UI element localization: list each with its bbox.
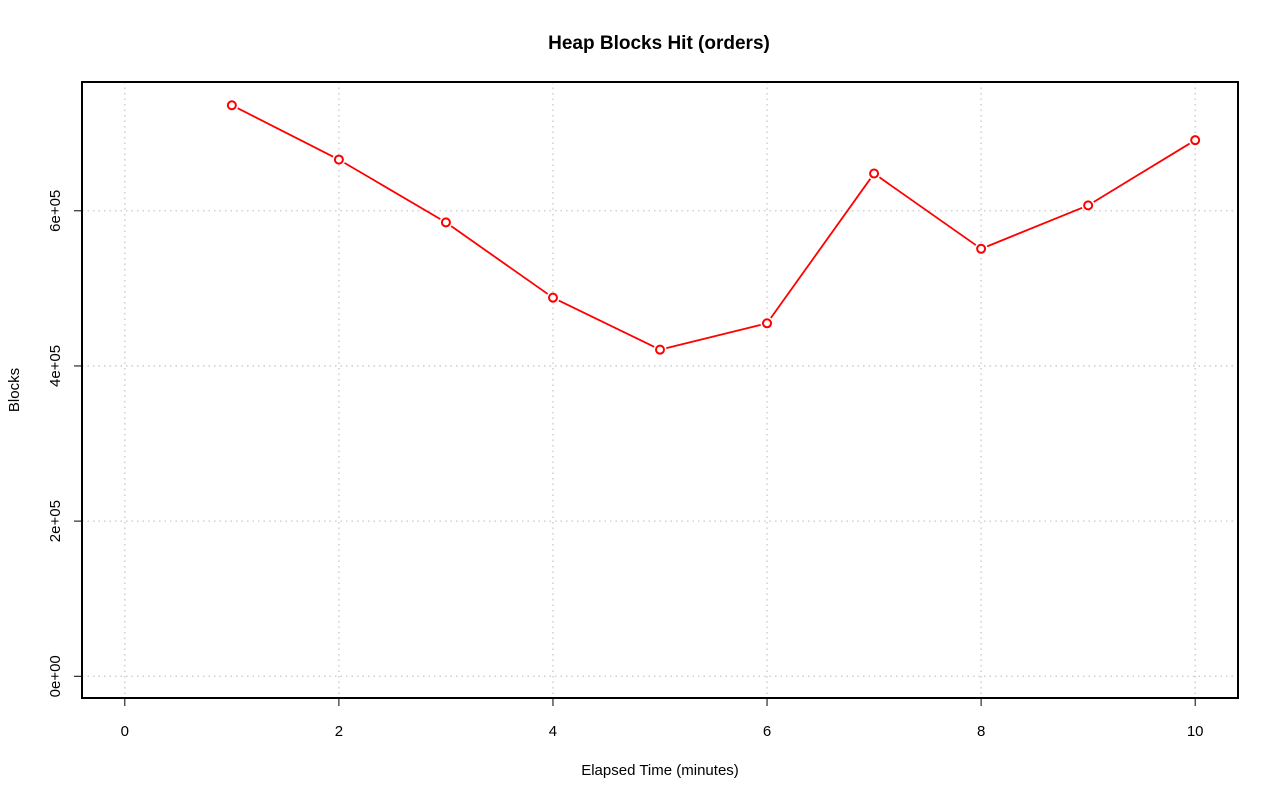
x-tick-label: 4 <box>549 723 557 740</box>
y-tick-label: 4e+05 <box>47 345 64 387</box>
series-line-segment <box>666 323 761 349</box>
plot-area <box>81 81 1239 699</box>
data-point <box>440 217 451 228</box>
series-line-segment <box>558 299 655 348</box>
y-tick-label: 2e+05 <box>47 500 64 542</box>
axes: 0 2 4 6 8 10 0e+00 2e+05 4e+05 6e+05 <box>47 190 1204 740</box>
y-axis-label: Blocks <box>6 368 23 412</box>
series <box>226 100 1201 355</box>
chart-title: Heap Blocks Hit (orders) <box>548 33 770 54</box>
series-line-segment <box>878 176 977 246</box>
y-tick-label: 0e+00 <box>47 655 64 697</box>
series-line-segment <box>770 178 872 319</box>
data-point <box>976 243 987 254</box>
x-axis-label: Elapsed Time (minutes) <box>581 762 739 779</box>
x-tick-label: 8 <box>977 723 985 740</box>
x-tick-label: 6 <box>763 723 771 740</box>
data-point <box>655 344 665 355</box>
grid <box>82 82 1238 698</box>
series-line-segment <box>237 107 334 158</box>
data-point <box>1190 135 1201 146</box>
x-tick-label: 0 <box>121 723 129 740</box>
series-line-segment <box>1093 142 1191 203</box>
series-line-segment <box>450 225 549 295</box>
series-line-segment <box>986 206 1083 248</box>
x-tick-label: 2 <box>335 723 343 740</box>
data-point <box>333 154 344 165</box>
data-point <box>762 318 773 329</box>
data-point <box>547 292 558 303</box>
series-line-segment <box>344 162 441 220</box>
x-tick-label: 10 <box>1187 723 1204 740</box>
data-point <box>1083 200 1094 211</box>
data-point <box>869 168 880 179</box>
y-tick-label: 6e+05 <box>47 190 64 232</box>
data-point <box>226 100 237 111</box>
